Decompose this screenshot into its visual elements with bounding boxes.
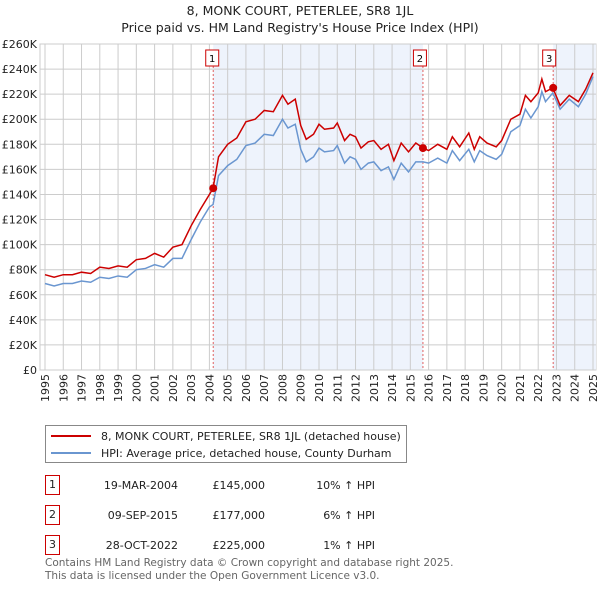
sale-point bbox=[209, 184, 218, 193]
x-tick-label: 2014 bbox=[386, 374, 399, 402]
x-tick-label: 2018 bbox=[459, 374, 472, 402]
x-tick-label: 2005 bbox=[222, 374, 235, 402]
x-tick-label: 1997 bbox=[76, 374, 89, 402]
x-tick-label: 2013 bbox=[368, 374, 381, 402]
sale-marker-box bbox=[412, 49, 427, 67]
series-line bbox=[44, 76, 594, 287]
series-line bbox=[44, 72, 594, 278]
chart-title: 8, MONK COURT, PETERLEE, SR8 1JL bbox=[186, 3, 414, 18]
x-tick-label: 2017 bbox=[441, 374, 454, 402]
sale-point bbox=[418, 144, 427, 153]
sale-price: £177,000 bbox=[212, 509, 266, 522]
sale-row: 2 09-SEP-2015 £177,000 6% ↑ HPI bbox=[45, 505, 465, 525]
y-tick-label: £260K bbox=[2, 38, 38, 51]
sale-row: 3 28-OCT-2022 £225,000 1% ↑ HPI bbox=[45, 535, 465, 555]
x-tick-label: 2023 bbox=[550, 374, 563, 402]
legend-label: 8, MONK COURT, PETERLEE, SR8 1JL (detach… bbox=[101, 429, 401, 443]
y-tick-label: £20K bbox=[9, 339, 38, 352]
sale-number: 3 bbox=[45, 535, 60, 555]
sale-hpi-diff: 1% ↑ HPI bbox=[323, 539, 375, 552]
sale-price: £225,000 bbox=[212, 539, 266, 552]
chart-subtitle: Price paid vs. HM Land Registry's House … bbox=[121, 20, 479, 35]
y-tick-label: £180K bbox=[2, 138, 38, 151]
legend-label: HPI: Average price, detached house, Coun… bbox=[101, 446, 392, 460]
y-tick-label: £40K bbox=[9, 314, 38, 327]
sale-number: 1 bbox=[45, 475, 60, 495]
x-tick-label: 2019 bbox=[477, 374, 490, 402]
sale-date: 09-SEP-2015 bbox=[107, 509, 178, 522]
y-tick-label: £160K bbox=[2, 163, 38, 176]
x-tick-label: 2006 bbox=[240, 374, 253, 402]
x-tick-label: 1999 bbox=[112, 374, 125, 402]
x-tick-label: 2010 bbox=[313, 374, 326, 402]
sale-marker-label: 1 bbox=[209, 54, 215, 65]
sale-number: 2 bbox=[45, 505, 60, 525]
sale-row: 1 19-MAR-2004 £145,000 10% ↑ HPI bbox=[45, 475, 465, 495]
x-tick-label: 2003 bbox=[185, 374, 198, 402]
legend-item-property: 8, MONK COURT, PETERLEE, SR8 1JL (detach… bbox=[46, 428, 401, 444]
sale-marker-box bbox=[542, 49, 557, 67]
x-tick-label: 2011 bbox=[331, 374, 344, 402]
y-tick-label: £80K bbox=[9, 264, 38, 277]
plot-area: 1995 1996 1997 1998 1999 2000 2001 2002 2003 2004… bbox=[2, 38, 600, 402]
footer-licence: This data is licensed under the Open Gov… bbox=[45, 570, 380, 582]
legend-swatch bbox=[51, 452, 91, 454]
x-tick-label: 2015 bbox=[404, 374, 417, 402]
x-tick-label: 2004 bbox=[203, 374, 216, 402]
x-tick-label: 2001 bbox=[149, 374, 162, 402]
legend-swatch bbox=[51, 435, 91, 437]
x-tick-label: 2020 bbox=[496, 374, 509, 402]
sale-marker-box bbox=[205, 49, 220, 67]
x-tick-label: 2025 bbox=[587, 374, 600, 402]
y-tick-label: £240K bbox=[2, 63, 38, 76]
x-tick-label: 2024 bbox=[569, 374, 582, 402]
y-tick-label: £220K bbox=[2, 88, 38, 101]
x-tick-label: 2008 bbox=[276, 374, 289, 402]
y-tick-label: £140K bbox=[2, 188, 38, 201]
legend: 8, MONK COURT, PETERLEE, SR8 1JL (detach… bbox=[45, 425, 407, 463]
sale-date: 28-OCT-2022 bbox=[105, 539, 178, 552]
y-tick-label: £200K bbox=[2, 113, 38, 126]
y-tick-label: £120K bbox=[2, 214, 38, 227]
x-tick-label: 2009 bbox=[295, 374, 308, 402]
y-tick-label: £100K bbox=[2, 239, 38, 252]
sale-hpi-diff: 6% ↑ HPI bbox=[323, 509, 375, 522]
y-tick-label: £60K bbox=[9, 289, 38, 302]
x-tick-label: 2002 bbox=[167, 374, 180, 402]
sale-marker-label: 2 bbox=[417, 54, 423, 65]
x-tick-label: 2007 bbox=[258, 374, 271, 402]
x-tick-label: 1996 bbox=[57, 374, 70, 402]
shaded-period bbox=[213, 44, 423, 370]
y-tick-label: £0 bbox=[23, 364, 37, 377]
sale-marker-label: 3 bbox=[546, 54, 552, 65]
sale-price: £145,000 bbox=[212, 479, 266, 492]
x-tick-label: 2000 bbox=[130, 374, 143, 402]
x-tick-label: 2012 bbox=[350, 374, 363, 402]
x-tick-label: 1995 bbox=[39, 374, 52, 402]
footer-copyright: Contains HM Land Registry data © Crown c… bbox=[45, 557, 454, 569]
legend-item-hpi: HPI: Average price, detached house, Coun… bbox=[46, 445, 392, 461]
sale-date: 19-MAR-2004 bbox=[103, 479, 178, 492]
x-tick-label: 2021 bbox=[514, 374, 527, 402]
sale-point bbox=[549, 83, 558, 92]
x-tick-label: 2016 bbox=[423, 374, 436, 402]
x-tick-label: 1998 bbox=[94, 374, 107, 402]
x-tick-label: 2022 bbox=[532, 374, 545, 402]
sale-hpi-diff: 10% ↑ HPI bbox=[316, 479, 375, 492]
